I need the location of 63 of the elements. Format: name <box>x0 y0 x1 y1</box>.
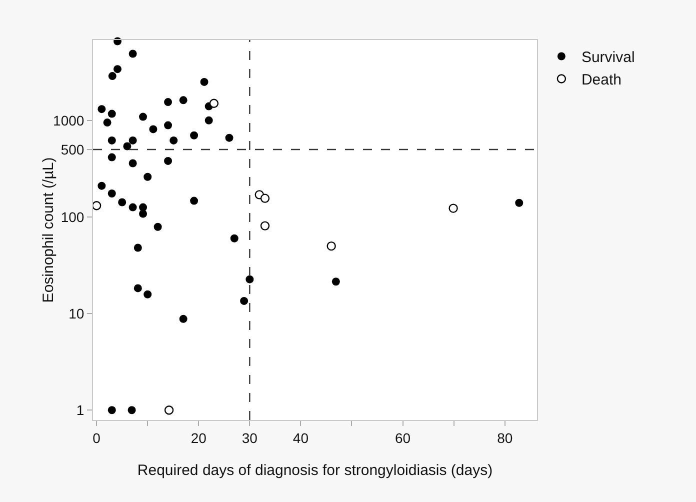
point <box>240 296 248 305</box>
point <box>515 198 524 207</box>
point <box>128 136 137 144</box>
point <box>118 198 126 206</box>
point <box>139 112 148 121</box>
point <box>128 159 137 168</box>
y-tick-label: 1000 <box>53 112 84 128</box>
point <box>179 314 188 323</box>
point <box>92 201 102 210</box>
point <box>149 125 158 134</box>
point <box>190 196 198 205</box>
point <box>225 134 234 142</box>
y-tick-label: 100 <box>60 208 84 225</box>
point <box>98 105 106 114</box>
x-tick-label: 60 <box>394 430 411 446</box>
point <box>128 406 136 414</box>
point <box>128 203 137 212</box>
point <box>128 50 137 58</box>
point <box>204 116 213 124</box>
point <box>134 244 142 252</box>
point <box>114 65 122 74</box>
x-tick-label: 40 <box>292 430 309 446</box>
x-tick-label: 80 <box>497 430 513 446</box>
point <box>98 182 106 190</box>
x-tick-label: 20 <box>190 430 207 446</box>
point <box>108 190 116 198</box>
legend-label: Death <box>581 72 622 89</box>
point <box>164 121 172 130</box>
point <box>209 98 219 108</box>
point <box>179 96 188 104</box>
point <box>326 241 336 251</box>
point <box>134 284 142 292</box>
y-tick-label: 500 <box>60 141 84 158</box>
point <box>260 194 270 203</box>
point <box>164 98 172 106</box>
point <box>123 142 132 150</box>
point <box>103 118 112 127</box>
point <box>108 136 116 144</box>
x-tick-label: 0 <box>92 430 101 446</box>
point <box>139 210 148 218</box>
y-tick-label: 10 <box>68 305 84 322</box>
y-axis-title: Eosinophil count (/µL) <box>40 157 57 303</box>
point <box>108 72 116 80</box>
point <box>144 172 152 181</box>
point <box>144 290 152 298</box>
point <box>200 78 208 86</box>
point <box>332 278 340 286</box>
point <box>260 221 270 230</box>
legend-label: Survival <box>581 49 635 66</box>
point <box>108 110 116 118</box>
point <box>164 406 174 415</box>
point <box>246 275 254 284</box>
point <box>108 406 116 414</box>
point <box>448 204 458 213</box>
point <box>190 131 198 140</box>
point <box>164 156 172 165</box>
point <box>108 153 116 162</box>
point <box>154 222 162 231</box>
y-tick-label: 1 <box>76 402 84 418</box>
point <box>170 136 178 144</box>
point <box>230 234 238 242</box>
x-axis-title: Required days of diagnosis for strongyloidiasis (days) <box>137 462 493 479</box>
x-tick-label: 30 <box>242 430 258 446</box>
